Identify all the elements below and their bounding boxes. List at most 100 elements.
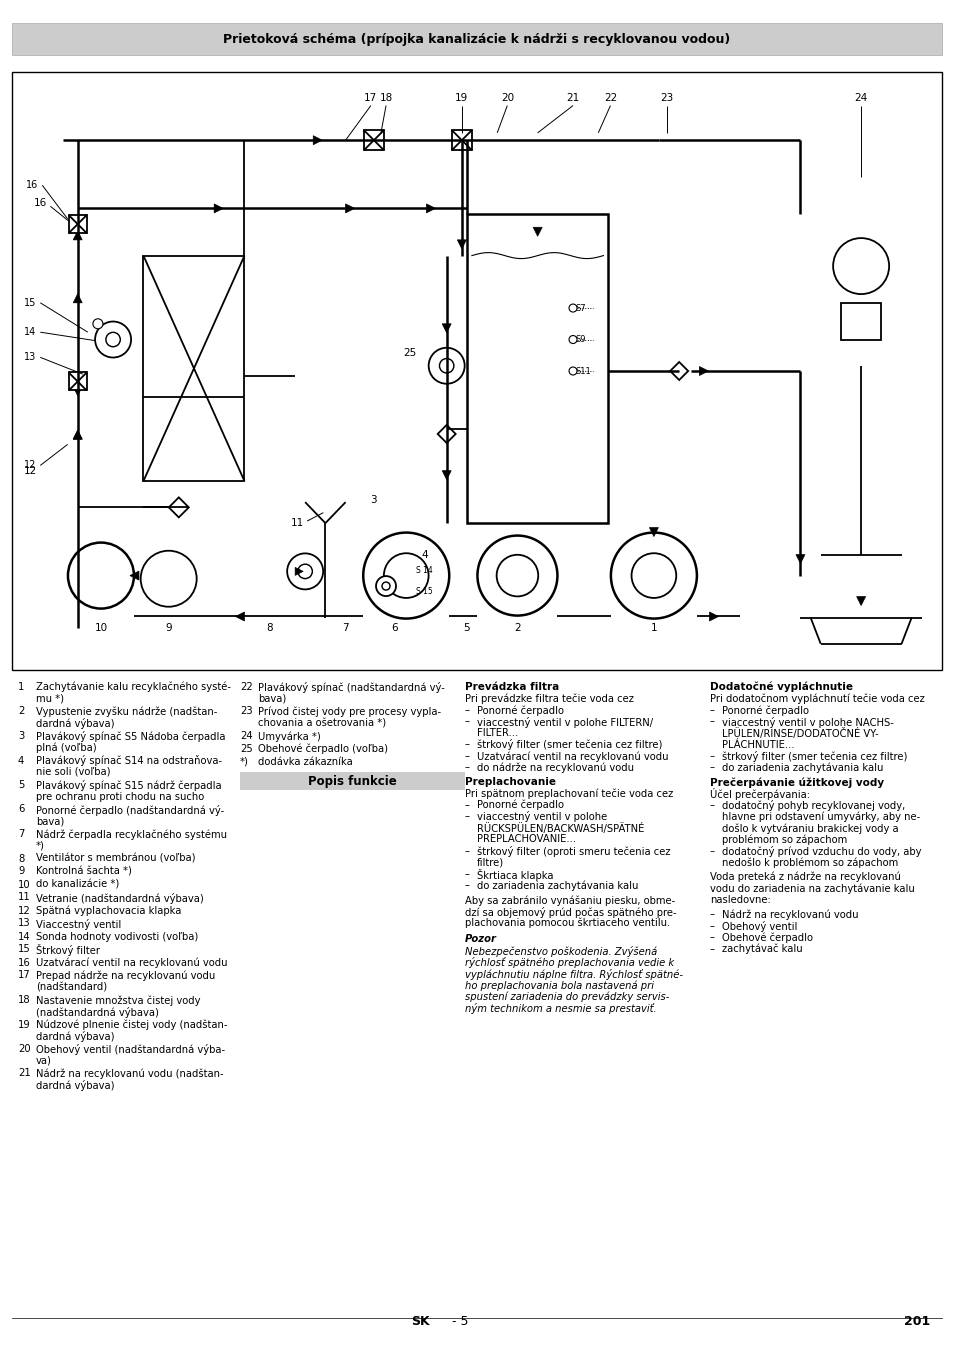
Text: Núdzové plnenie čistej vody (nadštan-: Núdzové plnenie čistej vody (nadštan- xyxy=(36,1019,227,1030)
Text: Plavákový spínač S5 Nádoba čerpadla: Plavákový spínač S5 Nádoba čerpadla xyxy=(36,730,225,742)
Text: 7: 7 xyxy=(342,624,349,633)
Polygon shape xyxy=(73,431,82,439)
Polygon shape xyxy=(235,612,244,621)
Text: Ventilátor s membránou (voľba): Ventilátor s membránou (voľba) xyxy=(36,853,195,864)
Text: viaccestný ventil v polohe FILTERN/: viaccestný ventil v polohe FILTERN/ xyxy=(476,717,653,728)
Text: Pozor: Pozor xyxy=(464,934,497,945)
Text: Kontrolná šachta *): Kontrolná šachta *) xyxy=(36,867,132,876)
Text: 8: 8 xyxy=(18,853,24,864)
Polygon shape xyxy=(649,528,658,536)
Text: plná (voľba): plná (voľba) xyxy=(36,743,96,753)
Text: 16: 16 xyxy=(18,957,30,968)
Text: –: – xyxy=(464,751,470,761)
Text: 2: 2 xyxy=(514,624,520,633)
Polygon shape xyxy=(130,571,139,580)
Circle shape xyxy=(383,554,428,598)
Bar xyxy=(363,130,383,150)
Text: štrkový filter (oproti smeru tečenia cez: štrkový filter (oproti smeru tečenia cez xyxy=(476,846,670,857)
Circle shape xyxy=(610,533,697,618)
Text: dzí sa objemový prúd počas spätného pre-: dzí sa objemový prúd počas spätného pre- xyxy=(464,906,676,918)
Circle shape xyxy=(568,336,577,343)
Text: zachytávač kalu: zachytávač kalu xyxy=(721,944,801,954)
Text: S7: S7 xyxy=(575,304,585,313)
Text: pre ochranu proti chodu na sucho: pre ochranu proti chodu na sucho xyxy=(36,791,204,802)
Text: Plavákový spínač S15 nádrž čerpadla: Plavákový spínač S15 nádrž čerpadla xyxy=(36,780,221,791)
Text: dardná výbava): dardná výbava) xyxy=(36,1080,114,1091)
Text: 8: 8 xyxy=(266,624,273,633)
Polygon shape xyxy=(73,431,82,439)
Text: mu *): mu *) xyxy=(36,694,64,703)
Text: 11: 11 xyxy=(290,518,303,528)
Text: S11: S11 xyxy=(575,366,590,375)
Text: –: – xyxy=(709,910,714,919)
Bar xyxy=(143,255,244,481)
Text: Nastavenie množstva čistej vody: Nastavenie množstva čistej vody xyxy=(36,995,200,1006)
Text: štrkový filter (smer tečenia cez filtre): štrkový filter (smer tečenia cez filtre) xyxy=(476,740,661,751)
Text: 4: 4 xyxy=(420,549,427,560)
Text: Pri prevádzke filtra tečie voda cez: Pri prevádzke filtra tečie voda cez xyxy=(464,694,633,703)
Bar xyxy=(466,213,608,522)
Text: spustení zariadenia do prevádzky servis-: spustení zariadenia do prevádzky servis- xyxy=(464,992,669,1003)
Text: 17: 17 xyxy=(364,93,377,103)
Text: Sonda hodnoty vodivosti (voľba): Sonda hodnoty vodivosti (voľba) xyxy=(36,931,198,941)
Text: 20: 20 xyxy=(18,1044,30,1054)
Text: Pri dodatočnom vypláchnutí tečie voda cez: Pri dodatočnom vypláchnutí tečie voda ce… xyxy=(709,694,923,703)
Text: rýchlosť spätného preplachovania vedie k: rýchlosť spätného preplachovania vedie k xyxy=(464,957,674,968)
Text: –: – xyxy=(464,740,470,749)
Text: dodatočný prívod vzduchu do vody, aby: dodatočný prívod vzduchu do vody, aby xyxy=(721,846,921,857)
Polygon shape xyxy=(214,204,223,213)
Text: Nebezpečenstvo poškodenia. Zvýšená: Nebezpečenstvo poškodenia. Zvýšená xyxy=(464,946,657,957)
Text: Ponorné čerpadlo (nadštandardná vý-: Ponorné čerpadlo (nadštandardná vý- xyxy=(36,805,224,815)
Bar xyxy=(840,302,881,340)
Text: Nádrž na recyklovanú vodu: Nádrž na recyklovanú vodu xyxy=(721,910,858,919)
Bar xyxy=(69,373,87,390)
Text: viaccestný ventil v polohe NACHS-: viaccestný ventil v polohe NACHS- xyxy=(721,717,893,728)
Text: 3: 3 xyxy=(18,730,24,741)
Text: Aby sa zabránilo vynášaniu piesku, obme-: Aby sa zabránilo vynášaniu piesku, obme- xyxy=(464,895,675,906)
Polygon shape xyxy=(73,386,82,396)
Text: 2: 2 xyxy=(18,706,25,717)
Text: 5: 5 xyxy=(463,624,470,633)
Circle shape xyxy=(297,564,312,579)
Text: –: – xyxy=(709,763,714,772)
Text: –: – xyxy=(709,846,714,856)
Text: štrkový filter (smer tečenia cez filtre): štrkový filter (smer tečenia cez filtre) xyxy=(721,751,906,761)
Text: Nádrž na recyklovanú vodu (nadštan-: Nádrž na recyklovanú vodu (nadštan- xyxy=(36,1068,223,1079)
Text: 15: 15 xyxy=(18,945,30,954)
Circle shape xyxy=(375,576,395,597)
Text: S 15: S 15 xyxy=(416,587,433,595)
Text: Prietoková schéma (prípojka kanalizácie k nádrži s recyklovanou vodou): Prietoková schéma (prípojka kanalizácie … xyxy=(223,32,730,46)
Text: PLÁCHNUTIE...: PLÁCHNUTIE... xyxy=(721,740,794,749)
Text: Prívod čistej vody pre procesy vypla-: Prívod čistej vody pre procesy vypla- xyxy=(257,706,440,717)
Text: 23: 23 xyxy=(240,706,253,717)
Text: problémom so zápachom: problémom so zápachom xyxy=(721,834,846,845)
Text: Škrtiaca klapka: Škrtiaca klapka xyxy=(476,869,553,882)
Text: Spätná vyplachovacia klapka: Spätná vyplachovacia klapka xyxy=(36,906,181,917)
Circle shape xyxy=(363,533,449,618)
Text: 21: 21 xyxy=(566,93,579,103)
Text: Zachytávanie kalu recyklačného systé-: Zachytávanie kalu recyklačného systé- xyxy=(36,682,231,693)
Polygon shape xyxy=(313,136,322,144)
Text: 18: 18 xyxy=(18,995,30,1004)
Text: SK: SK xyxy=(410,1315,429,1328)
Bar xyxy=(12,23,941,55)
Text: –: – xyxy=(464,869,470,879)
Circle shape xyxy=(68,543,133,609)
Text: 13: 13 xyxy=(24,352,36,362)
Text: do kanalizácie *): do kanalizácie *) xyxy=(36,879,119,890)
Text: –: – xyxy=(709,717,714,726)
Text: –: – xyxy=(464,880,470,891)
Text: Ponorné čerpadlo: Ponorné čerpadlo xyxy=(476,801,563,810)
Text: Obehový ventil (nadštandardná výba-: Obehový ventil (nadštandardná výba- xyxy=(36,1044,225,1054)
Text: 14: 14 xyxy=(24,327,36,338)
Text: Ponorné čerpadlo: Ponorné čerpadlo xyxy=(476,705,563,716)
Circle shape xyxy=(140,551,196,606)
Polygon shape xyxy=(533,227,541,236)
Text: 19: 19 xyxy=(455,93,468,103)
Polygon shape xyxy=(73,231,82,240)
Text: Nádrž čerpadla recyklačného systému: Nádrž čerpadla recyklačného systému xyxy=(36,829,227,840)
Polygon shape xyxy=(294,567,303,575)
Text: (nadštandardná výbava): (nadštandardná výbava) xyxy=(36,1007,159,1018)
Text: 6: 6 xyxy=(391,624,397,633)
Text: –: – xyxy=(709,933,714,942)
